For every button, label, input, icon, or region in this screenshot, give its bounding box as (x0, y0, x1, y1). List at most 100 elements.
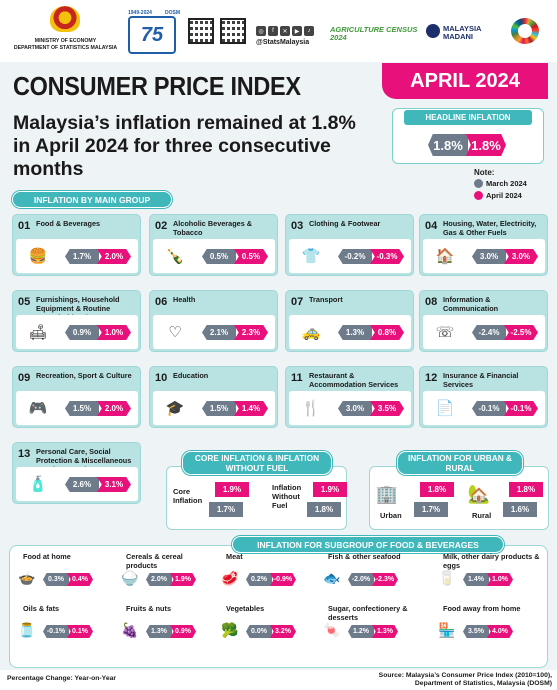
personal-care-icon: 🧴 (28, 476, 48, 493)
food-item-name: Cereals & cereal products (126, 552, 183, 570)
main-group-card: 01 Food & Beverages 🍔 1.7% 2.0% (12, 214, 141, 276)
qr-code-icon[interactable] (220, 18, 246, 44)
food-april-value: 1.9% (170, 573, 196, 586)
clothing-icon: 👕 (301, 248, 321, 265)
food-april-value: 4.0% (487, 625, 513, 638)
bottle-icon: 🍾 (165, 248, 185, 265)
april-value: -0.3% (370, 249, 404, 264)
group-number: 04 (425, 220, 438, 232)
food-april-value: 3.2% (270, 625, 296, 638)
recreation-icon: 🎮 (28, 400, 48, 417)
education-icon: 🎓 (165, 400, 185, 417)
march-value: 3.0% (472, 249, 506, 264)
march-value: 1.5% (202, 401, 236, 416)
food-april-value: -0.9% (270, 573, 296, 586)
april-value: 0.8% (370, 325, 404, 340)
march-value: 0.9% (65, 325, 99, 340)
group-number: 10 (155, 372, 168, 384)
april-value: 3.1% (97, 477, 131, 492)
footer-note: Percentage Change: Year-on-Year (7, 675, 117, 682)
urban-april-value: 1.8% (420, 482, 454, 497)
x-icon[interactable]: ✕ (280, 26, 290, 36)
core-april-value: 1.9% (215, 482, 249, 497)
qr-code-icon[interactable] (188, 18, 214, 44)
march-value: 1.3% (338, 325, 372, 340)
group-name: Education (173, 371, 209, 380)
march-value: 2.6% (65, 477, 99, 492)
car-icon: 🚕 (301, 324, 321, 341)
group-number: 01 (18, 220, 31, 232)
main-group-card: 08 Information & Communication ☏ -2.4% -2.5% (419, 290, 548, 352)
page-subtitle: Malaysia’s inflation remained at 1.8% in… (13, 112, 356, 180)
food-item-name: Sugar, confectionery & desserts (328, 604, 408, 622)
header-bar (0, 0, 557, 62)
food-item-name: Oils & fats (23, 604, 60, 613)
main-group-card: 02 Alcoholic Beverages & Tobacco 🍾 0.5% 0.5% (149, 214, 278, 276)
food-item-name: Fruits & nuts (126, 604, 171, 613)
march-value: -2.4% (472, 325, 506, 340)
madani-icon (426, 24, 440, 38)
food-at-home-icon: 🍲 (18, 569, 36, 586)
insurance-icon: 📄 (435, 400, 455, 417)
urban-label: Urban (380, 511, 402, 520)
march-value: 3.0% (338, 401, 372, 416)
main-group-card: 04 Housing, Water, Electricity, Gas & Oth… (419, 214, 548, 276)
group-number: 07 (291, 296, 304, 308)
house-icon: 🏠 (435, 248, 455, 265)
march-dot-icon (474, 179, 483, 188)
april-value: 2.0% (97, 249, 131, 264)
food-item-name: Fish & other seafood (328, 552, 401, 561)
facebook-icon[interactable]: f (268, 26, 278, 36)
footer-source: Source: Malaysia’s Consumer Price Index … (378, 672, 552, 687)
core-inflation-title: CORE INFLATION & INFLATION WITHOUT FUEL (182, 451, 332, 475)
march-value: 1.7% (65, 249, 99, 264)
food-march-value: 0.0% (246, 625, 272, 638)
main-group-card: 11 Restaurant & Accommodation Services 🍴 3.… (285, 366, 414, 428)
group-name: Information & Communication (443, 295, 499, 313)
ministry-text: MINISTRY OF ECONOMY DEPARTMENT OF STATIS… (13, 38, 118, 51)
april-value: 2.0% (97, 401, 131, 416)
group-number: 13 (18, 448, 31, 460)
main-group-card: 13 Personal Care, Social Protection & Mis… (12, 442, 141, 504)
march-value: 1.5% (65, 401, 99, 416)
group-name: Recreation, Sport & Culture (36, 371, 132, 380)
food-march-value: 2.0% (146, 573, 172, 586)
tiktok-icon[interactable]: ♪ (304, 26, 314, 36)
urban-march-value: 1.7% (414, 502, 448, 517)
footer-bar (0, 670, 557, 690)
core-inflation-label: Core Inflation (173, 487, 203, 505)
main-group-card: 07 Transport 🚕 1.3% 0.8% (285, 290, 414, 352)
core-march-value: 1.7% (209, 502, 243, 517)
april-value: -0.1% (504, 401, 538, 416)
group-number: 11 (291, 372, 303, 384)
food-march-value: 3.5% (463, 625, 489, 638)
heart-icon: ♡ (168, 324, 182, 341)
fish-icon: 🐟 (323, 569, 341, 586)
rural-march-value: 1.6% (503, 502, 537, 517)
food-march-value: -2.0% (348, 573, 374, 586)
vegetable-icon: 🥦 (221, 621, 239, 638)
food-item-name: Milk, other dairy products & eggs (443, 552, 540, 570)
food-march-value: 0.3% (43, 573, 69, 586)
youtube-icon[interactable]: ▶ (292, 26, 302, 36)
april-value: 3.0% (504, 249, 538, 264)
urban-rural-box (369, 466, 549, 530)
group-name: Insurance & Financial Services (443, 371, 519, 389)
food-item-name: Meat (226, 552, 243, 561)
city-icon: 🏢 (375, 483, 399, 504)
april-value: -2.5% (504, 325, 538, 340)
food-april-value: 0.9% (170, 625, 196, 638)
headline-inflation-label: HEADLINE INFLATION (404, 110, 532, 125)
anniv-number: 75 (128, 16, 176, 54)
food-march-value: 0.2% (246, 573, 272, 586)
milk-icon: 🥛 (438, 569, 456, 586)
rural-house-icon: 🏡 (467, 483, 491, 504)
main-group-card: 06 Health ♡ 2.1% 2.3% (149, 290, 278, 352)
instagram-icon[interactable]: ◎ (256, 26, 266, 36)
april-value: 1.4% (234, 401, 268, 416)
group-name: Clothing & Footwear (309, 219, 381, 228)
urban-rural-title: INFLATION FOR URBAN & RURAL (397, 451, 523, 475)
sugar-icon: 🍬 (323, 621, 341, 638)
march-value: 2.1% (202, 325, 236, 340)
group-name: Transport (309, 295, 343, 304)
